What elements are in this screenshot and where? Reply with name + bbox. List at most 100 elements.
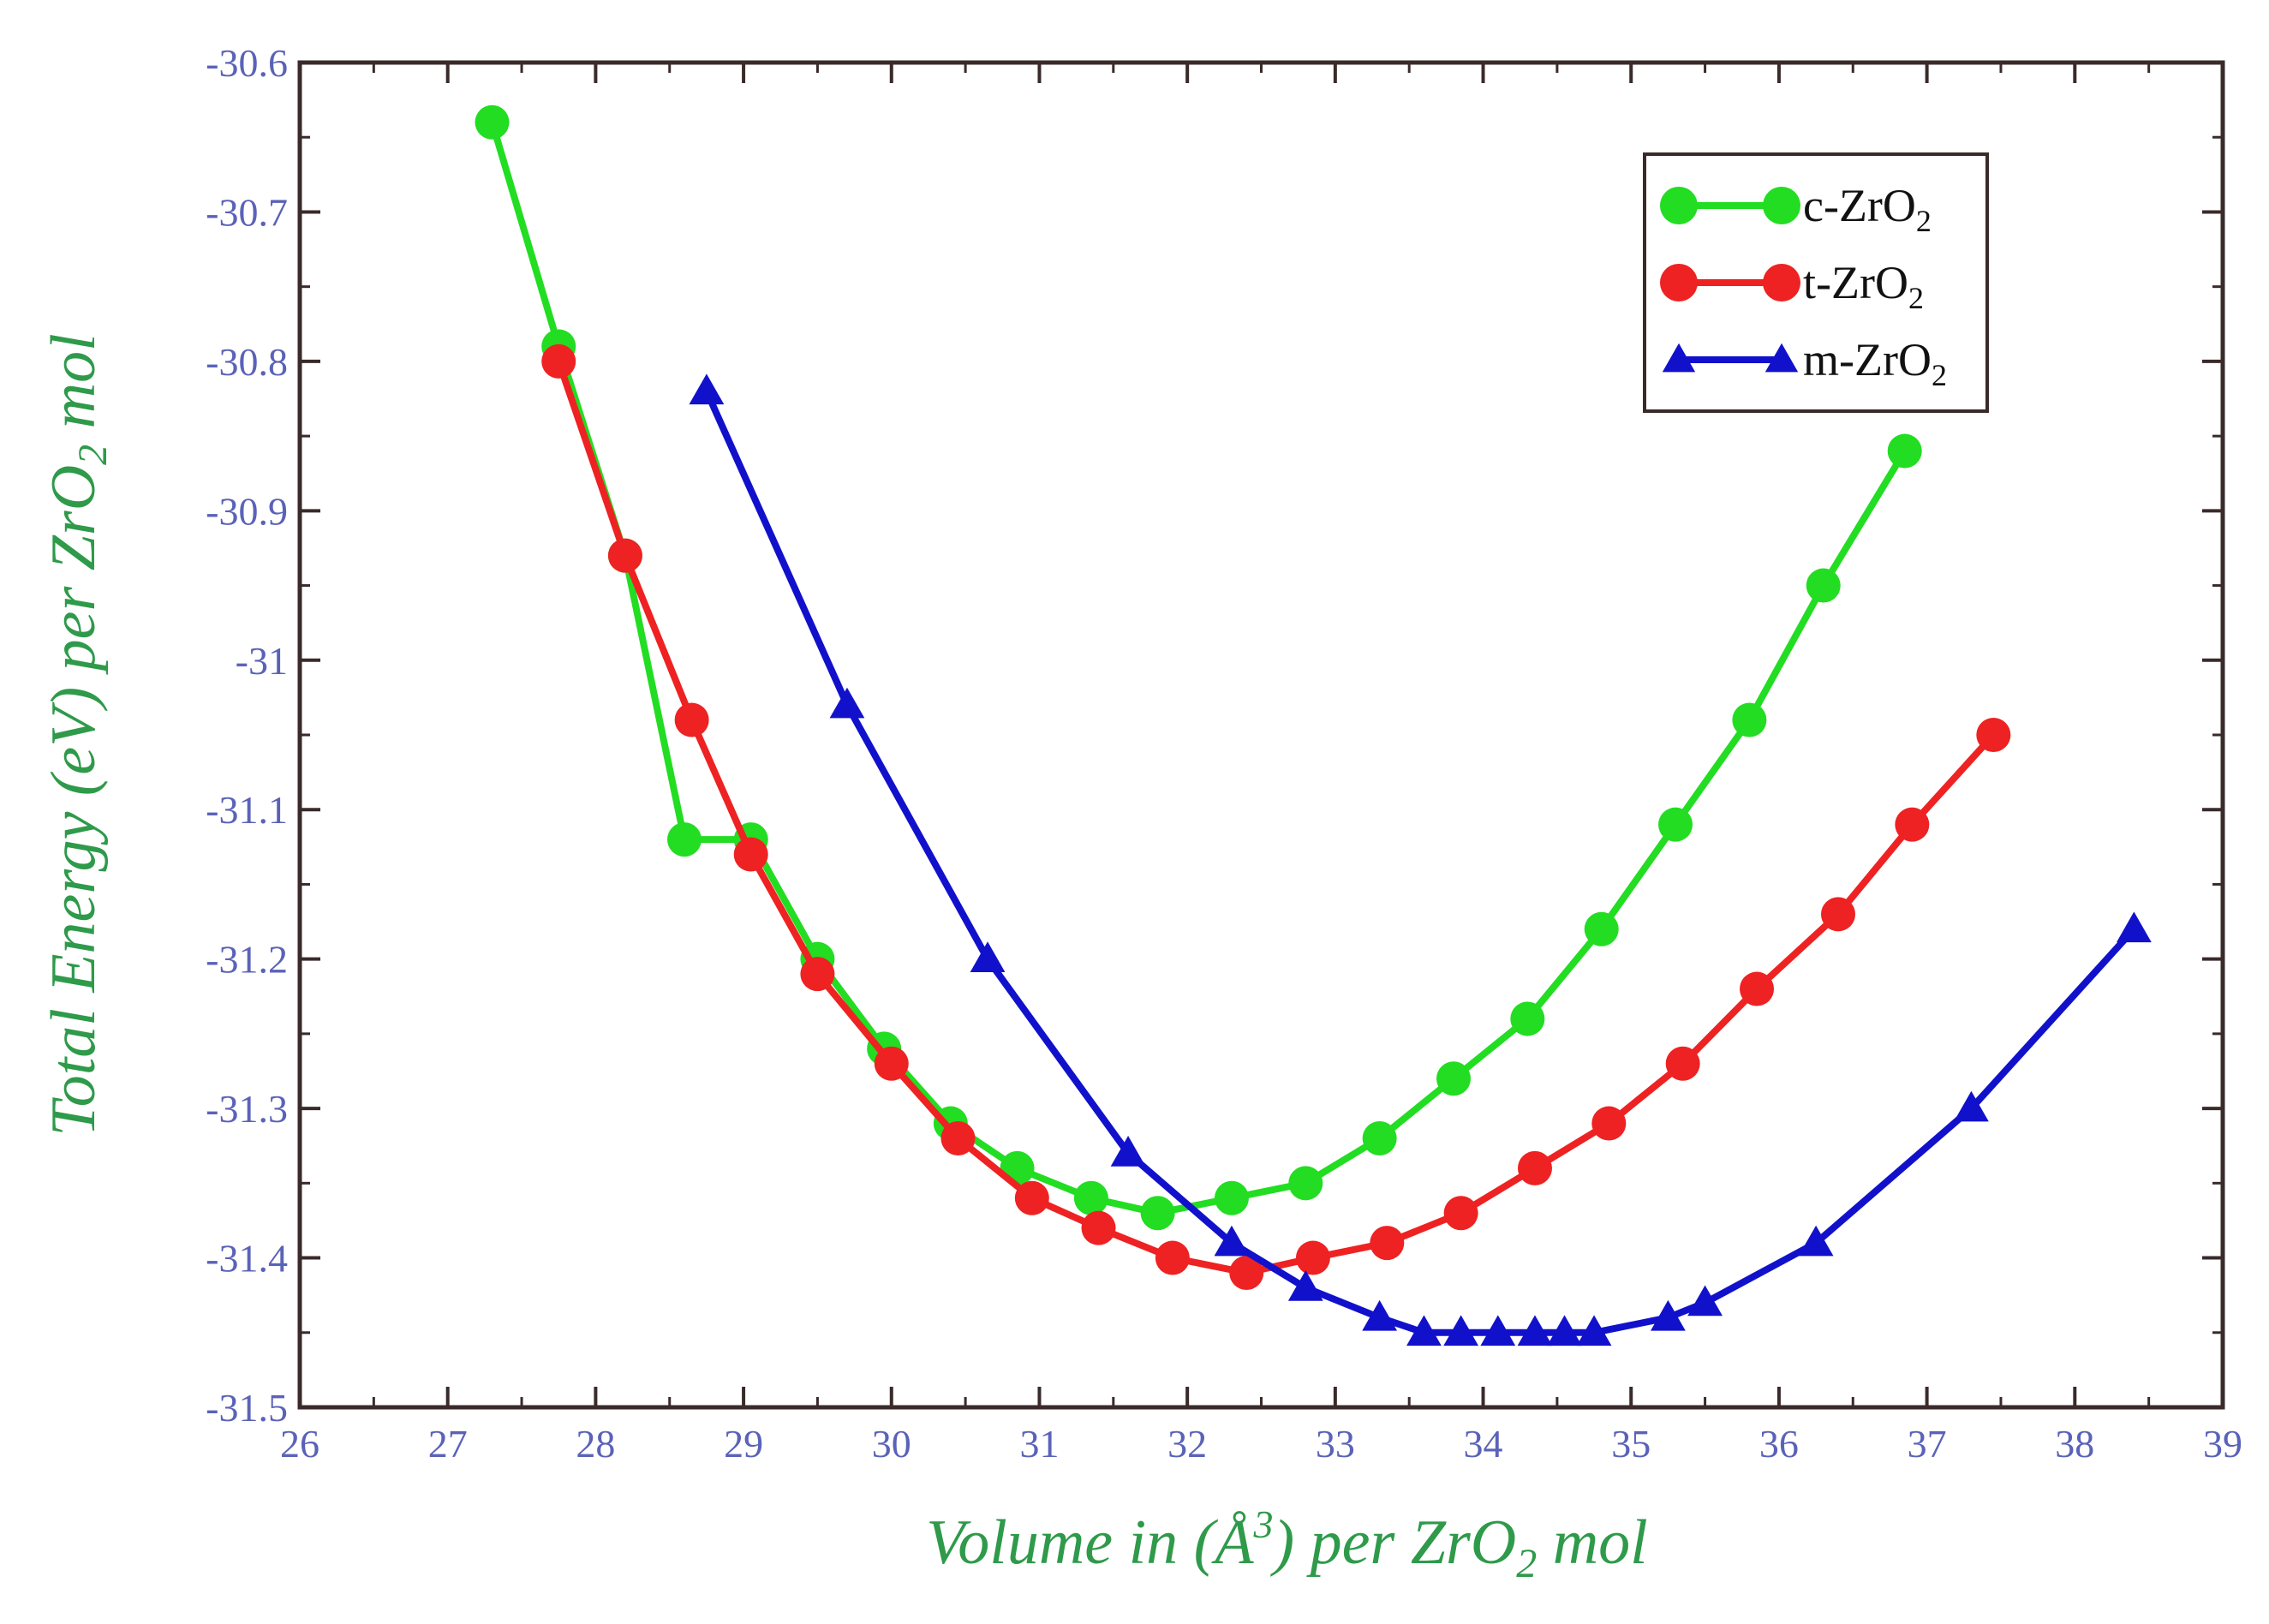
x-tick-label: 35 <box>1611 1422 1651 1466</box>
series-1 <box>541 343 2011 1290</box>
series-2 <box>689 373 2152 1346</box>
data-point <box>1370 1226 1405 1261</box>
x-tick-label: 34 <box>1464 1422 1503 1466</box>
data-point <box>1081 1210 1116 1245</box>
data-point <box>940 1121 976 1155</box>
legend-items: c-ZrO2 t-ZrO2 m-ZrO2 <box>1660 180 1947 392</box>
x-tick-label: 27 <box>428 1422 468 1466</box>
legend-label: t-ZrO2 <box>1803 257 1924 315</box>
legend-box <box>1643 152 1989 413</box>
legend-item: m-ZrO2 <box>1662 334 1947 392</box>
legend-marker <box>1660 264 1698 302</box>
x-tick-label: 33 <box>1316 1422 1355 1466</box>
data-point <box>1436 1061 1471 1096</box>
legend-marker <box>1764 343 1799 373</box>
data-point <box>829 687 865 719</box>
data-point <box>1443 1315 1479 1346</box>
y-tick-label: -31.5 <box>206 1386 288 1430</box>
x-tick-label: 37 <box>1908 1422 1947 1466</box>
data-point <box>1687 1285 1723 1317</box>
data-point <box>1073 1180 1108 1215</box>
y-tick-label: -31.1 <box>206 788 288 832</box>
legend-marker <box>1763 264 1800 302</box>
data-point <box>1362 1299 1398 1331</box>
data-point <box>1140 1196 1175 1231</box>
x-axis-title: Volume in (Å3) per ZrO2 mol <box>926 1502 1647 1586</box>
data-point <box>1155 1240 1190 1275</box>
data-point <box>541 343 576 379</box>
data-point <box>874 1046 909 1081</box>
tick-labels-layer: 26 27 28 29 30 31 32 33 34 35 36 37 38 39 -30.6 -30.7 -3… <box>206 41 2242 1466</box>
data-point <box>689 373 725 405</box>
data-point <box>1547 1315 1582 1346</box>
data-point <box>1576 1315 1612 1346</box>
data-point <box>1517 1150 1552 1185</box>
data-point <box>1732 702 1767 737</box>
y-tick-label: -31.4 <box>206 1237 288 1281</box>
data-point <box>1214 1225 1250 1257</box>
data-point <box>1443 1196 1478 1231</box>
data-point <box>970 941 1006 972</box>
y-tick-label: -30.9 <box>206 489 288 533</box>
series-layer <box>475 104 2152 1346</box>
data-point <box>1740 971 1775 1006</box>
x-tick-label: 28 <box>576 1422 615 1466</box>
data-point <box>1287 1270 1323 1301</box>
data-point <box>1510 1001 1545 1036</box>
data-point <box>2116 911 2152 943</box>
data-point <box>1591 1106 1627 1141</box>
legend-label: m-ZrO2 <box>1803 334 1947 392</box>
y-axis-title: Total Energy (eV) per ZrO2 mol <box>39 333 116 1136</box>
y-tick-label: -31.2 <box>206 938 288 982</box>
data-point <box>607 538 642 573</box>
data-point <box>1229 1256 1264 1290</box>
x-tick-label: 32 <box>1167 1422 1207 1466</box>
series-line <box>703 390 2137 1336</box>
legend: c-ZrO2 t-ZrO2 m-ZrO2 <box>1643 152 1989 413</box>
x-tick-label: 39 <box>2203 1422 2242 1466</box>
data-point <box>1517 1315 1553 1346</box>
data-point <box>1406 1315 1442 1346</box>
y-tick-label: -30.7 <box>206 190 288 234</box>
legend-marker <box>1763 187 1800 224</box>
data-point <box>1014 1180 1049 1215</box>
data-point <box>1110 1136 1146 1167</box>
data-point <box>1362 1121 1397 1155</box>
x-tick-label: 30 <box>872 1422 911 1466</box>
data-point <box>1895 807 1930 842</box>
x-tick-label: 31 <box>1019 1422 1059 1466</box>
data-point <box>1288 1166 1323 1201</box>
data-point <box>1651 1299 1686 1331</box>
data-point <box>1976 718 2011 752</box>
data-point <box>1658 807 1693 842</box>
y-tick-label: -31 <box>236 639 288 683</box>
data-point <box>800 957 835 992</box>
data-point <box>1665 1046 1700 1081</box>
data-point <box>1295 1240 1330 1275</box>
x-tick-label: 36 <box>1759 1422 1799 1466</box>
data-point <box>1798 1225 1834 1257</box>
legend-marker <box>1662 343 1696 373</box>
data-point <box>667 822 702 857</box>
x-tick-label: 26 <box>280 1422 319 1466</box>
data-point <box>674 702 709 737</box>
legend-item: t-ZrO2 <box>1660 257 1924 315</box>
data-point <box>1584 911 1619 946</box>
data-point <box>733 837 768 872</box>
y-tick-label: -31.3 <box>206 1087 288 1131</box>
legend-label: c-ZrO2 <box>1803 180 1932 238</box>
data-point <box>1954 1090 1989 1122</box>
y-tick-label: -30.8 <box>206 340 288 384</box>
data-point <box>1480 1315 1516 1346</box>
x-tick-label: 29 <box>724 1422 763 1466</box>
y-tick-label: -30.6 <box>206 41 288 85</box>
legend-marker <box>1660 187 1698 224</box>
data-point <box>1214 1180 1249 1215</box>
data-point <box>1887 433 1922 469</box>
data-point <box>1821 897 1855 932</box>
data-point <box>1806 568 1841 603</box>
x-tick-label: 38 <box>2055 1422 2094 1466</box>
plot-frame <box>297 60 2225 1410</box>
legend-item: c-ZrO2 <box>1660 180 1932 238</box>
